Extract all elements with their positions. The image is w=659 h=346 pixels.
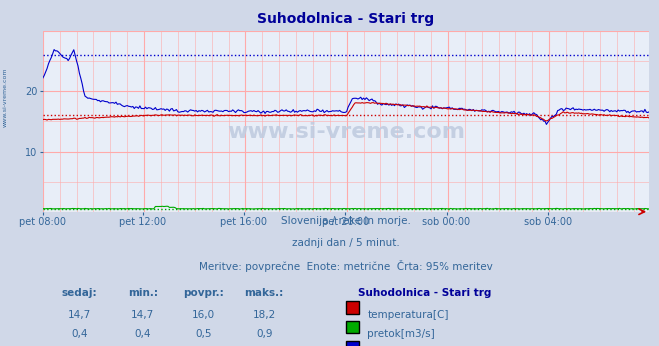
- Text: 16,0: 16,0: [192, 310, 215, 320]
- FancyBboxPatch shape: [346, 301, 359, 314]
- Text: www.si-vreme.com: www.si-vreme.com: [3, 67, 8, 127]
- Text: 14,7: 14,7: [68, 310, 91, 320]
- Text: Suhodolnica - Stari trg: Suhodolnica - Stari trg: [358, 288, 492, 298]
- Text: zadnji dan / 5 minut.: zadnji dan / 5 minut.: [292, 238, 400, 248]
- Text: Meritve: povprečne  Enote: metrične  Črta: 95% meritev: Meritve: povprečne Enote: metrične Črta:…: [199, 260, 493, 272]
- Text: 14,7: 14,7: [131, 310, 154, 320]
- Text: 0,5: 0,5: [195, 329, 212, 339]
- Text: www.si-vreme.com: www.si-vreme.com: [227, 122, 465, 142]
- Text: 0,4: 0,4: [71, 329, 88, 339]
- FancyBboxPatch shape: [346, 321, 359, 334]
- Text: min.:: min.:: [128, 288, 158, 298]
- Text: povpr.:: povpr.:: [183, 288, 224, 298]
- Text: maks.:: maks.:: [244, 288, 284, 298]
- Text: Slovenija / reke in morje.: Slovenija / reke in morje.: [281, 216, 411, 226]
- Text: Suhodolnica - Stari trg: Suhodolnica - Stari trg: [258, 12, 434, 26]
- Text: pretok[m3/s]: pretok[m3/s]: [367, 329, 435, 339]
- Text: sedaj:: sedaj:: [61, 288, 97, 298]
- Text: 18,2: 18,2: [252, 310, 275, 320]
- Text: temperatura[C]: temperatura[C]: [367, 310, 449, 320]
- Text: 0,9: 0,9: [256, 329, 272, 339]
- FancyBboxPatch shape: [346, 340, 359, 346]
- Text: 0,4: 0,4: [134, 329, 151, 339]
